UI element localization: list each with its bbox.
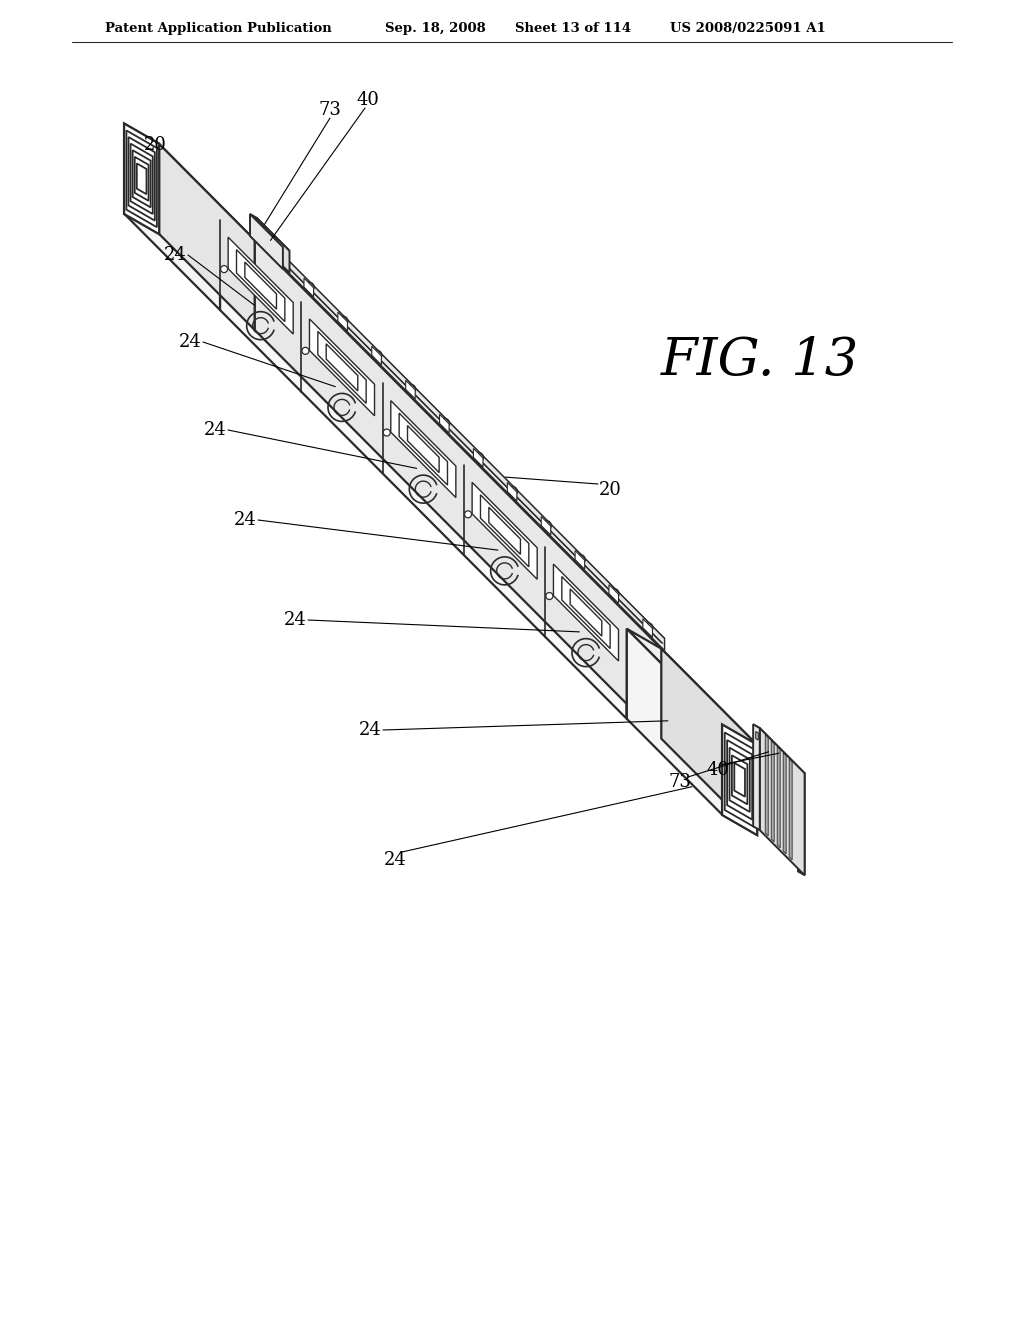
Text: 24: 24 bbox=[284, 611, 306, 630]
Polygon shape bbox=[727, 741, 753, 820]
Polygon shape bbox=[159, 144, 255, 330]
Polygon shape bbox=[798, 770, 805, 875]
Polygon shape bbox=[258, 230, 665, 651]
Polygon shape bbox=[317, 331, 367, 404]
Polygon shape bbox=[126, 131, 157, 227]
Polygon shape bbox=[124, 124, 159, 234]
Polygon shape bbox=[259, 222, 268, 230]
Polygon shape bbox=[765, 735, 768, 836]
Polygon shape bbox=[627, 628, 757, 744]
Text: US 2008/0225091 A1: US 2008/0225091 A1 bbox=[670, 22, 825, 36]
Polygon shape bbox=[439, 414, 450, 433]
Text: 20: 20 bbox=[143, 136, 167, 154]
Polygon shape bbox=[562, 577, 610, 648]
Polygon shape bbox=[327, 343, 357, 391]
Polygon shape bbox=[124, 124, 220, 310]
Polygon shape bbox=[338, 313, 347, 331]
Circle shape bbox=[383, 429, 390, 436]
Polygon shape bbox=[245, 263, 276, 309]
Circle shape bbox=[302, 347, 309, 354]
Text: Sheet 13 of 114: Sheet 13 of 114 bbox=[515, 22, 631, 36]
Polygon shape bbox=[756, 731, 758, 741]
Polygon shape bbox=[137, 164, 146, 194]
Polygon shape bbox=[725, 733, 755, 828]
Polygon shape bbox=[309, 319, 375, 416]
Text: 73: 73 bbox=[318, 102, 341, 119]
Polygon shape bbox=[643, 619, 652, 638]
Text: 24: 24 bbox=[358, 721, 381, 739]
Polygon shape bbox=[722, 725, 757, 834]
Polygon shape bbox=[304, 279, 313, 297]
Polygon shape bbox=[220, 220, 662, 648]
Polygon shape bbox=[729, 747, 750, 812]
Polygon shape bbox=[135, 157, 148, 201]
Text: FIG. 13: FIG. 13 bbox=[660, 334, 859, 385]
Polygon shape bbox=[542, 516, 551, 535]
Text: Sep. 18, 2008: Sep. 18, 2008 bbox=[385, 22, 485, 36]
Polygon shape bbox=[760, 729, 805, 875]
Polygon shape bbox=[406, 380, 415, 399]
Polygon shape bbox=[488, 507, 520, 554]
Polygon shape bbox=[609, 585, 618, 603]
Circle shape bbox=[465, 511, 471, 517]
Polygon shape bbox=[237, 249, 285, 322]
Polygon shape bbox=[507, 483, 517, 502]
Text: 24: 24 bbox=[164, 246, 186, 264]
Polygon shape bbox=[372, 346, 381, 364]
Polygon shape bbox=[553, 564, 618, 661]
Polygon shape bbox=[256, 219, 265, 228]
Polygon shape bbox=[124, 124, 255, 240]
Polygon shape bbox=[220, 220, 627, 718]
Polygon shape bbox=[732, 755, 748, 804]
Polygon shape bbox=[270, 244, 280, 263]
Polygon shape bbox=[662, 648, 757, 834]
Polygon shape bbox=[771, 741, 774, 842]
Polygon shape bbox=[480, 495, 528, 566]
Polygon shape bbox=[473, 449, 483, 467]
Text: 73: 73 bbox=[669, 774, 691, 791]
Polygon shape bbox=[255, 240, 662, 739]
Polygon shape bbox=[408, 425, 439, 473]
Polygon shape bbox=[250, 214, 290, 251]
Polygon shape bbox=[734, 763, 745, 797]
Polygon shape bbox=[399, 413, 447, 484]
Polygon shape bbox=[783, 752, 786, 854]
Polygon shape bbox=[575, 550, 585, 569]
Polygon shape bbox=[255, 228, 665, 639]
Polygon shape bbox=[627, 628, 722, 814]
Polygon shape bbox=[472, 482, 538, 579]
Circle shape bbox=[546, 593, 553, 599]
Text: 40: 40 bbox=[356, 91, 380, 110]
Text: 40: 40 bbox=[707, 762, 729, 779]
Polygon shape bbox=[128, 137, 155, 220]
Text: Patent Application Publication: Patent Application Publication bbox=[105, 22, 332, 36]
Polygon shape bbox=[130, 144, 153, 214]
Polygon shape bbox=[570, 589, 602, 636]
Text: 24: 24 bbox=[204, 421, 226, 440]
Polygon shape bbox=[271, 234, 281, 242]
Polygon shape bbox=[268, 231, 278, 240]
Text: 20: 20 bbox=[599, 480, 622, 499]
Polygon shape bbox=[250, 214, 283, 269]
Polygon shape bbox=[133, 150, 151, 207]
Polygon shape bbox=[754, 725, 805, 774]
Polygon shape bbox=[124, 124, 159, 234]
Polygon shape bbox=[790, 759, 793, 859]
Text: 24: 24 bbox=[233, 511, 256, 529]
Text: 24: 24 bbox=[178, 333, 202, 351]
Polygon shape bbox=[391, 401, 456, 498]
Polygon shape bbox=[754, 725, 760, 830]
Polygon shape bbox=[722, 725, 757, 834]
Polygon shape bbox=[228, 238, 293, 334]
Polygon shape bbox=[777, 747, 780, 847]
Circle shape bbox=[220, 265, 227, 273]
Polygon shape bbox=[257, 218, 290, 273]
Text: 24: 24 bbox=[384, 851, 407, 869]
